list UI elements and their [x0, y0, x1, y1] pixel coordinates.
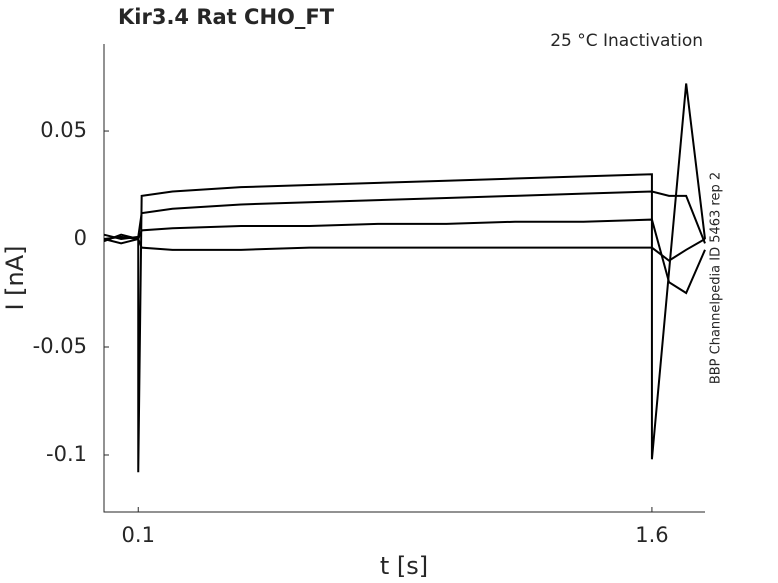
y-tick-label: -0.05 — [33, 334, 87, 358]
side-label: BBP Channelpedia ID 5463 rep 2 — [709, 172, 724, 384]
y-axis-label: I [nA] — [1, 245, 29, 310]
y-tick-label: 0 — [74, 226, 87, 250]
axes — [103, 44, 705, 513]
trace — [103, 218, 706, 295]
trace — [103, 237, 706, 262]
x-axis-label: t [s] — [380, 552, 428, 580]
trace — [103, 190, 706, 244]
x-tick-label: 0.1 — [122, 523, 155, 547]
chart-subtitle: 25 °C Inactivation — [550, 31, 703, 51]
y-tick-label: -0.1 — [46, 442, 87, 466]
y-tick-label: 0.05 — [40, 118, 87, 142]
chart-title: Kir3.4 Rat CHO_FT — [118, 5, 335, 29]
trace — [103, 83, 706, 473]
x-tick-label: 1.6 — [635, 523, 668, 547]
